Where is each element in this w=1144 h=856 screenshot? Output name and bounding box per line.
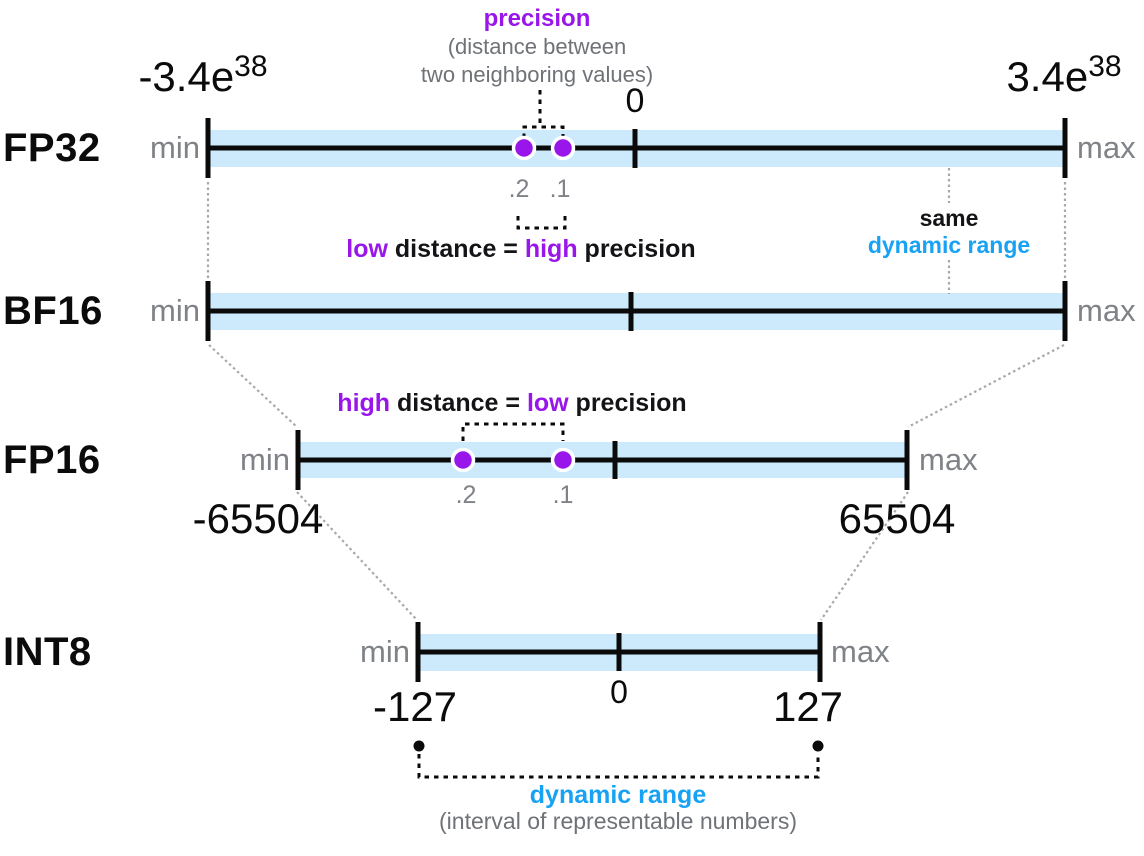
same-label: same [916,207,982,230]
dynamic-range-annotation-sub: (interval of representable numbers) [439,808,797,834]
fp32-value-dot-point2 [511,135,537,161]
int8-zero-label: 0 [610,674,628,710]
dynamic-range-annotation-title: dynamic range [529,781,707,809]
fp32-min-value-exponent: 38 [234,50,268,83]
distance-equals-text: distance = [390,389,527,417]
high-word: high [337,389,391,417]
bf16-fp16-min-connector [208,344,298,428]
fp32-min-value-base: -3.4e [138,53,235,100]
fp32-min-label: min [150,130,200,165]
bf16-min-label: min [150,293,200,328]
fp16-min-label: min [240,442,290,477]
fp16-value-dot-point2 [450,447,476,473]
fp16-max-label: max [919,442,978,477]
bf16-max-label: max [1077,293,1136,328]
int8-max-value: 127 [772,683,844,730]
fp16-int8-min-connector [296,491,418,621]
fp32-max-label: max [1077,130,1136,165]
fp16-row-label: FP16 [3,438,101,482]
low-word: low [346,235,388,263]
fp32-dot-point1-label: .1 [549,175,571,203]
precision-word: precision [568,389,687,417]
int8-range-right-dot [812,740,824,752]
fp16-min-value: -65504 [192,495,324,542]
precision-annotation-sub1: (distance between [447,34,627,59]
fp32-distance-bracket [516,216,567,230]
high-distance-low-precision-note: high distance = low precision [337,391,686,416]
int8-max-label: max [831,634,890,669]
bf16-row-label: BF16 [3,289,103,333]
fp32-min-value: -3.4e38 [138,52,267,100]
fp16-value-dot-point1 [550,447,576,473]
int8-dynamic-range-bracket [417,754,820,779]
high-word: high [524,235,578,263]
same-dynamic-range-label: dynamic range [864,234,1034,257]
fp32-max-value-base: 3.4e [1006,53,1089,100]
fp32-row-label: FP32 [3,126,101,170]
int8-min-value: -127 [372,683,458,730]
distance-equals-text: distance = [387,235,525,263]
low-word: low [526,389,569,417]
bf16-fp16-max-connector [907,344,1065,428]
fp32-dot-point2-label: .2 [508,175,530,203]
fp32-zero-label: 0 [625,82,645,120]
fp16-dot-point2-label: .2 [455,481,477,509]
int8-range-left-dot [413,740,425,752]
precision-word: precision [577,235,696,263]
fp32-max-value-exponent: 38 [1088,50,1122,83]
fp16-max-value: 65504 [838,495,956,542]
low-distance-high-precision-note: low distance = high precision [346,237,695,262]
int8-row-label: INT8 [3,630,92,674]
precision-annotation-sub2: two neighboring values) [420,62,654,87]
precision-annotation-title: precision [483,5,591,32]
fp32-precision-bracket [522,125,565,138]
fp32-value-dot-point1 [550,135,576,161]
fp16-int8-max-connector [820,491,909,621]
fp16-distance-bracket [461,422,565,441]
fp32-max-value: 3.4e38 [1006,52,1121,100]
int8-min-label: min [360,634,410,669]
fp16-dot-point1-label: .1 [552,481,574,509]
